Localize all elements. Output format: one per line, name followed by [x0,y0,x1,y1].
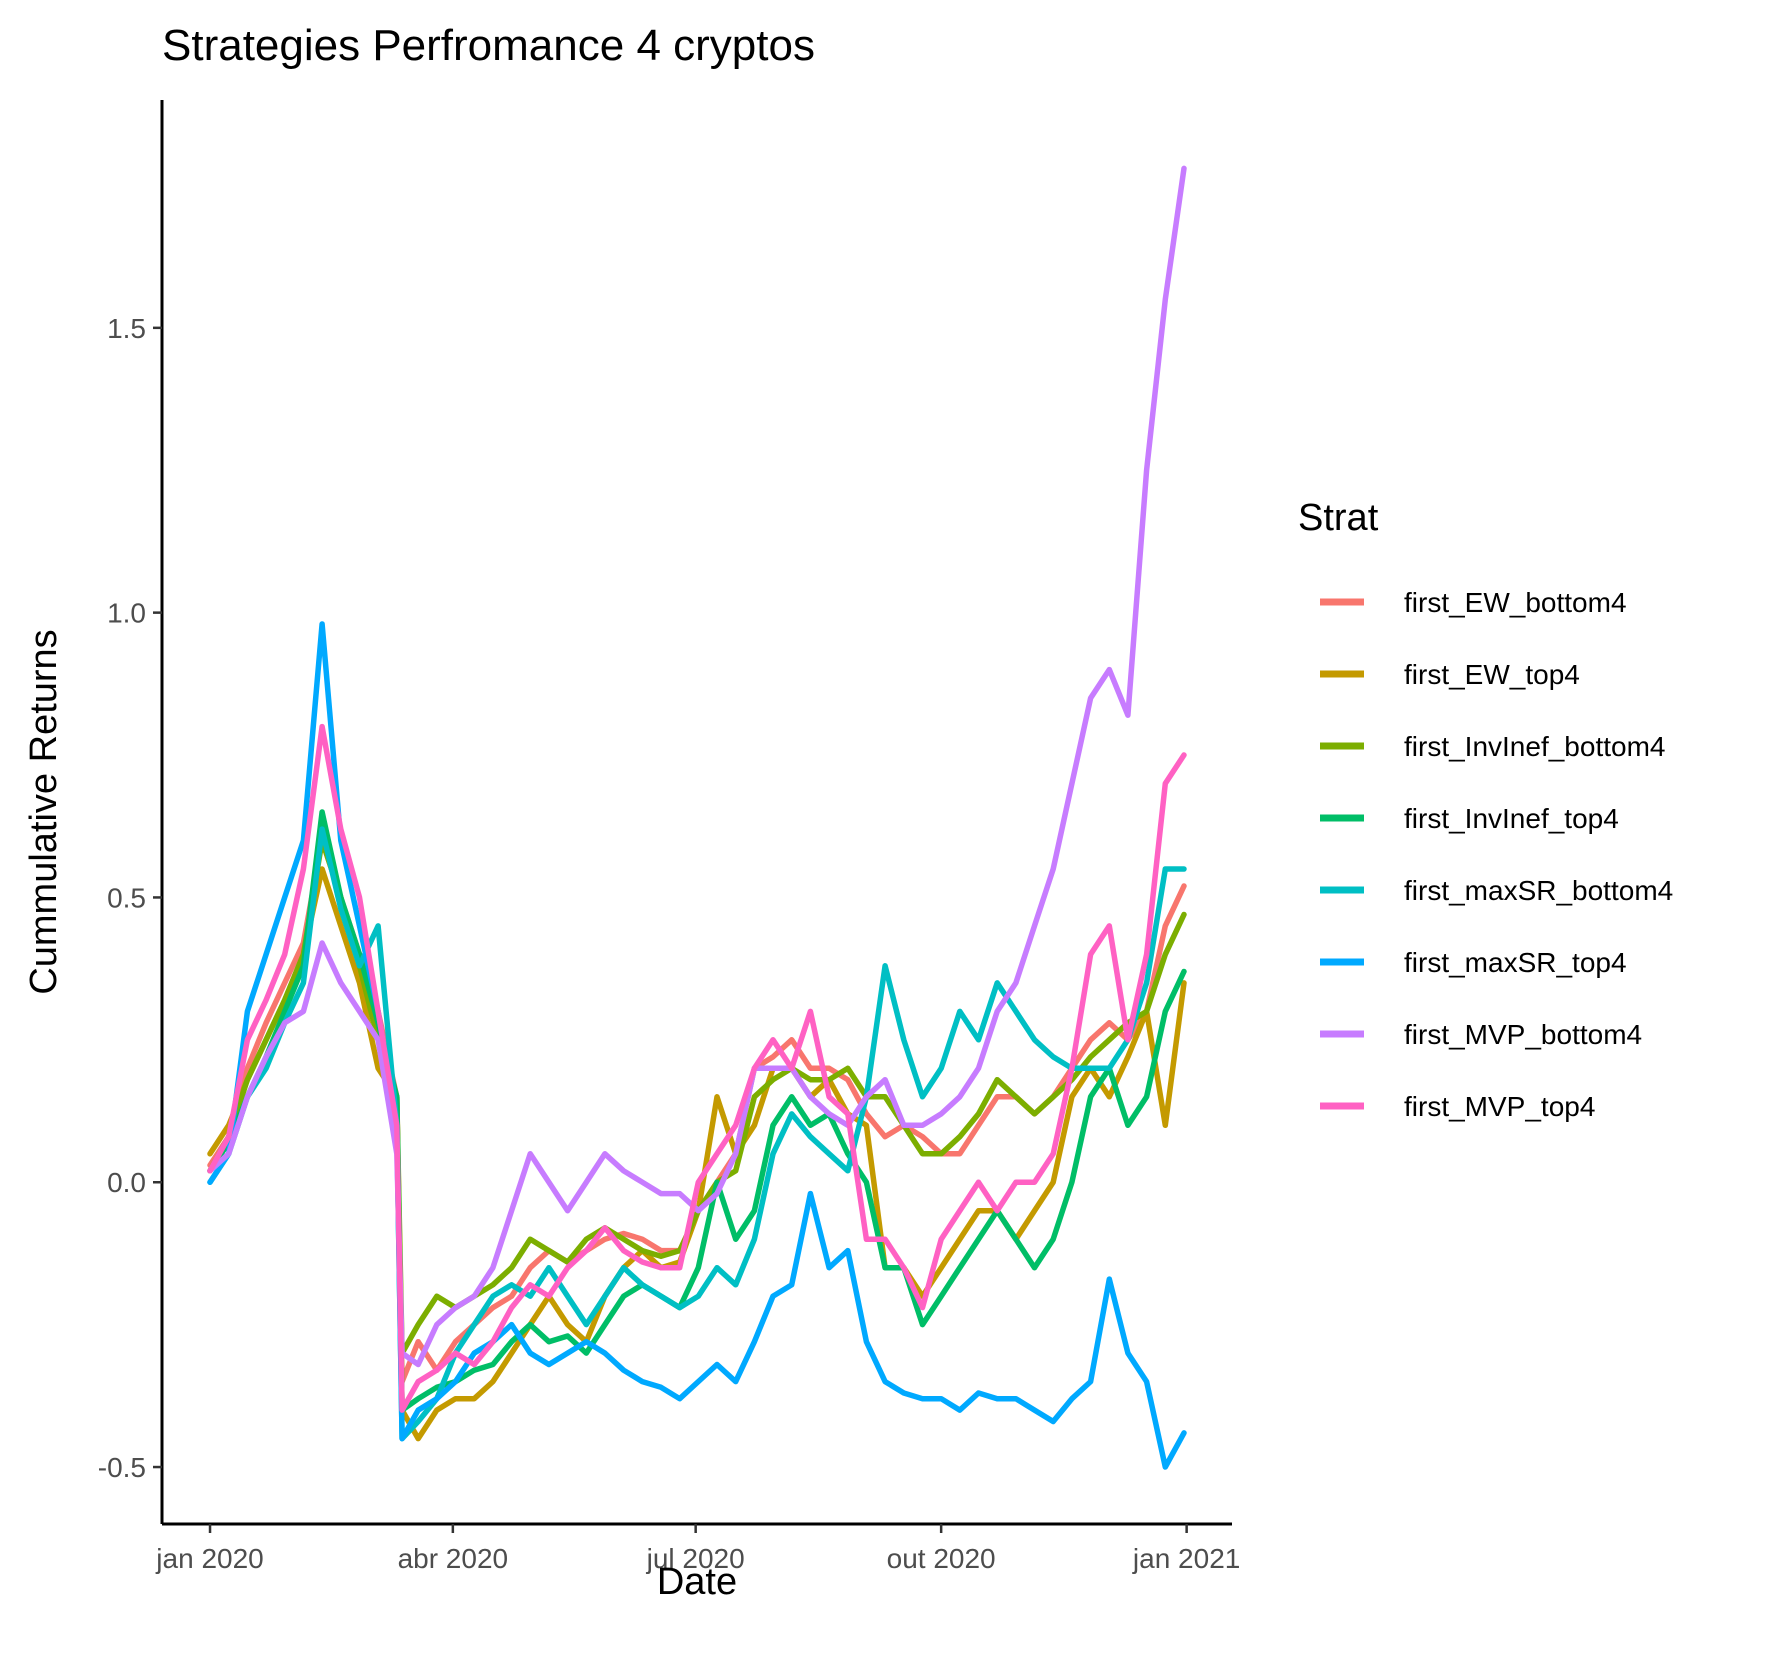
series-line-first_InvInef_top4 [207,809,1187,1413]
legend-label: first_InvInef_top4 [1404,803,1619,834]
x-tick-label: out 2020 [887,1543,996,1574]
legend-label: first_maxSR_bottom4 [1404,875,1673,906]
x-ticks: jan 2020 abr 2020 jul 2020 out 2020 jan 2021 [155,1524,1240,1574]
legend-label: first_EW_top4 [1404,659,1580,690]
series-line-first_MVP_bottom4 [207,165,1187,1368]
series-line-first_maxSR_bottom4 [207,826,1187,1442]
y-tick-label: 0.0 [107,1167,146,1198]
x-axis-title: Date [657,1561,737,1603]
legend-label: first_EW_bottom4 [1404,587,1627,618]
y-tick-label: 1.0 [107,598,146,629]
legend-label: first_maxSR_top4 [1404,947,1627,978]
legend-label: first_MVP_bottom4 [1404,1019,1642,1050]
x-tick-label: jan 2021 [1132,1543,1240,1574]
legend-label: first_MVP_top4 [1404,1091,1595,1122]
legend: first_EW_bottom4 first_EW_top4 first_InvIn… [1320,587,1673,1122]
chart-title: Strategies Perfromance 4 cryptos [162,21,815,70]
y-ticks: -0.5 0.0 0.5 1.0 1.5 [98,313,162,1483]
plot-series [207,165,1187,1470]
series-line-first_MVP_top4 [207,723,1187,1413]
y-axis-title: Cummulative Returns [23,629,65,994]
x-tick-label: jul 2020 [646,1543,745,1574]
y-tick-label: -0.5 [98,1452,146,1483]
legend-label: first_InvInef_bottom4 [1404,731,1665,762]
y-tick-label: 0.5 [107,882,146,913]
x-tick-label: abr 2020 [398,1543,509,1574]
x-tick-label: jan 2020 [155,1543,263,1574]
y-tick-label: 1.5 [107,313,146,344]
legend-title: Strat [1298,497,1379,539]
